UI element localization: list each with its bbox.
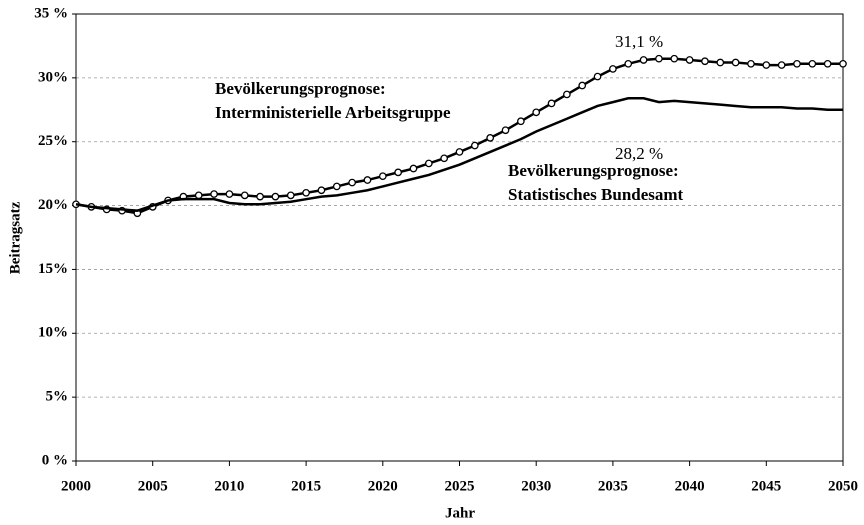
point-marker — [286, 191, 295, 200]
point-marker — [532, 108, 541, 117]
annotation: Interministerielle Arbeitsgruppe — [215, 103, 451, 122]
x-tick-label: 2000 — [61, 478, 91, 494]
x-tick-label: 2020 — [368, 478, 398, 494]
x-tick-label: 2045 — [751, 478, 781, 494]
point-marker — [716, 58, 725, 67]
point-marker — [578, 81, 587, 90]
y-tick-label: 20% — [38, 197, 68, 213]
y-axis-label: Beitragsatz — [7, 201, 23, 274]
point-marker — [332, 182, 341, 191]
point-marker — [210, 190, 218, 198]
annotation: Bevölkerungsprognose: — [508, 161, 679, 180]
point-marker — [517, 117, 525, 126]
point-marker — [194, 191, 203, 200]
point-marker — [256, 192, 264, 201]
point-marker — [701, 57, 709, 66]
point-marker — [440, 154, 449, 163]
point-marker — [302, 188, 310, 197]
point-marker — [655, 54, 663, 63]
point-marker — [609, 65, 617, 73]
point-marker — [777, 61, 786, 69]
point-marker — [624, 59, 633, 68]
point-marker — [762, 61, 771, 69]
point-marker — [731, 58, 740, 67]
point-marker — [793, 59, 801, 68]
y-tick-label: 35 % — [34, 5, 68, 21]
point-marker — [348, 178, 356, 187]
y-tick-label: 10% — [38, 325, 68, 341]
point-marker — [470, 141, 479, 150]
y-tick-label: 15% — [38, 261, 68, 277]
point-marker — [240, 191, 249, 200]
point-marker — [808, 59, 817, 68]
point-marker — [317, 186, 326, 195]
point-marker — [563, 90, 571, 99]
plot-frame — [75, 13, 844, 462]
annotation: 31,1 % — [615, 32, 663, 51]
point-marker — [839, 59, 847, 68]
point-marker — [823, 59, 832, 68]
series-line — [75, 57, 843, 215]
x-tick-label: 2050 — [828, 478, 858, 494]
point-marker — [670, 54, 679, 63]
point-marker — [639, 56, 648, 64]
point-marker — [747, 59, 755, 68]
x-tick-label: 2005 — [138, 478, 168, 494]
x-tick-label: 2030 — [521, 478, 551, 494]
y-tick-label: 30% — [38, 69, 68, 85]
point-marker — [593, 72, 602, 81]
point-marker — [685, 56, 694, 64]
point-marker — [363, 176, 372, 184]
x-tick-label: 2015 — [291, 478, 321, 494]
x-tick-label: 2040 — [675, 478, 705, 494]
point-marker — [409, 164, 418, 173]
annotation: 28,2 % — [615, 144, 663, 163]
x-tick-label: 2025 — [445, 478, 475, 494]
x-axis-label: Jahr — [445, 505, 475, 521]
y-tick-label: 5% — [46, 389, 69, 405]
point-marker — [501, 126, 510, 135]
point-marker — [424, 159, 433, 168]
point-marker — [394, 168, 402, 177]
point-marker — [378, 172, 387, 181]
x-tick-label: 2010 — [214, 478, 244, 494]
y-tick-label: 0 % — [42, 452, 68, 468]
x-tick-label: 2035 — [598, 478, 628, 494]
point-marker — [455, 148, 464, 156]
point-marker — [547, 99, 556, 108]
point-marker — [271, 192, 280, 201]
point-marker — [486, 134, 495, 142]
y-tick-label: 25% — [38, 133, 68, 149]
annotation: Bevölkerungsprognose: — [215, 79, 386, 98]
series-line — [75, 97, 843, 212]
annotation: Statistisches Bundesamt — [508, 185, 684, 204]
point-marker — [225, 190, 234, 198]
